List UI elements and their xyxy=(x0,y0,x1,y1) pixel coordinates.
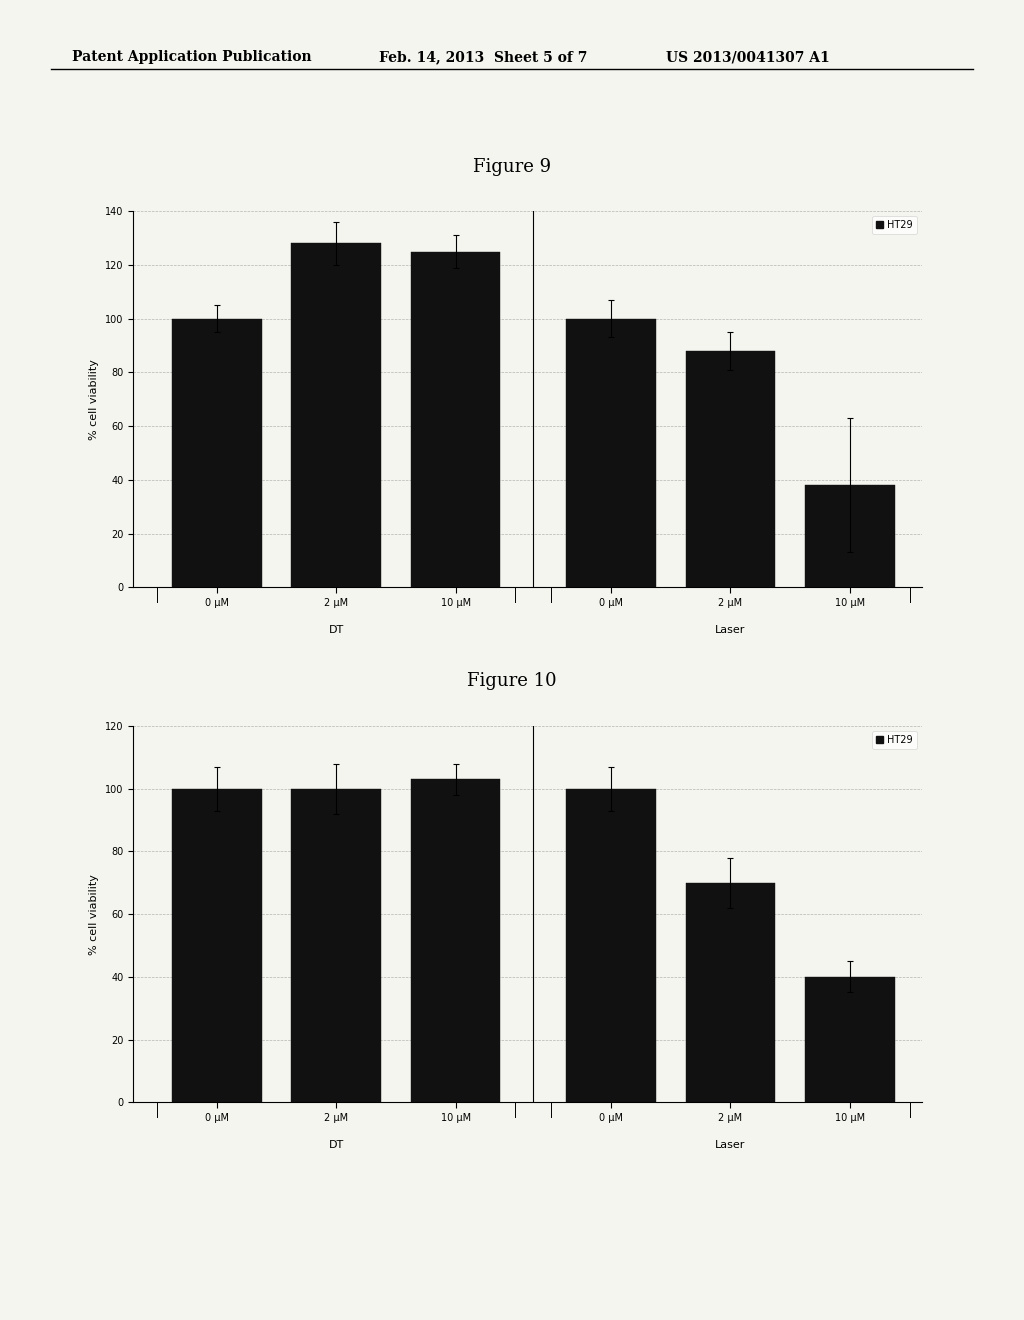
Bar xyxy=(411,252,501,587)
Bar xyxy=(566,318,655,587)
Text: Feb. 14, 2013  Sheet 5 of 7: Feb. 14, 2013 Sheet 5 of 7 xyxy=(379,50,587,65)
Text: DT: DT xyxy=(329,626,344,635)
Bar xyxy=(566,789,655,1102)
Text: Patent Application Publication: Patent Application Publication xyxy=(72,50,311,65)
Y-axis label: % cell viability: % cell viability xyxy=(89,359,99,440)
Bar xyxy=(686,351,775,587)
Bar xyxy=(411,779,501,1102)
Bar xyxy=(172,318,261,587)
Text: Figure 10: Figure 10 xyxy=(467,672,557,690)
Text: US 2013/0041307 A1: US 2013/0041307 A1 xyxy=(666,50,829,65)
Bar xyxy=(686,883,775,1102)
Bar xyxy=(292,789,381,1102)
Text: DT: DT xyxy=(329,1139,344,1150)
Bar xyxy=(292,243,381,587)
Bar xyxy=(805,486,895,587)
Bar xyxy=(805,977,895,1102)
Legend: HT29: HT29 xyxy=(871,216,916,234)
Y-axis label: % cell viability: % cell viability xyxy=(89,874,99,954)
Bar xyxy=(172,789,261,1102)
Text: Figure 9: Figure 9 xyxy=(473,157,551,176)
Text: Laser: Laser xyxy=(716,626,745,635)
Legend: HT29: HT29 xyxy=(871,731,916,748)
Text: Laser: Laser xyxy=(716,1139,745,1150)
